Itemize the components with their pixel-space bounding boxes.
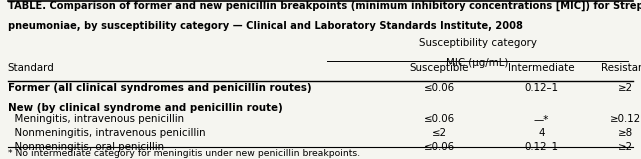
Text: ≤2: ≤2	[431, 128, 447, 138]
Text: TABLE. Comparison of former and new penicillin breakpoints (minimum inhibitory c: TABLE. Comparison of former and new peni…	[8, 1, 641, 11]
Text: 0.12–1: 0.12–1	[524, 142, 559, 152]
Text: New (by clinical syndrome and penicillin route): New (by clinical syndrome and penicillin…	[8, 103, 283, 113]
Text: Susceptibility category: Susceptibility category	[419, 38, 537, 48]
Text: ≤0.06: ≤0.06	[424, 142, 454, 152]
Text: Standard: Standard	[8, 63, 54, 73]
Text: ≤0.06: ≤0.06	[424, 114, 454, 124]
Text: pneumoniae, by susceptibility category — Clinical and Laboratory Standards Insti: pneumoniae, by susceptibility category —…	[8, 21, 522, 31]
Text: Resistant: Resistant	[601, 63, 641, 73]
Text: Nonmeningitis, intravenous penicillin: Nonmeningitis, intravenous penicillin	[8, 128, 205, 138]
Text: Susceptible: Susceptible	[410, 63, 469, 73]
Text: ≥0.12: ≥0.12	[610, 114, 640, 124]
Text: Meningitis, intravenous penicillin: Meningitis, intravenous penicillin	[8, 114, 184, 124]
Text: Former (all clinical syndromes and penicillin routes): Former (all clinical syndromes and penic…	[8, 83, 312, 93]
Text: Intermediate: Intermediate	[508, 63, 575, 73]
Text: 4: 4	[538, 128, 545, 138]
Text: ≥2: ≥2	[617, 83, 633, 93]
Text: Nonmeningitis, oral penicillin: Nonmeningitis, oral penicillin	[8, 142, 164, 152]
Text: ≤0.06: ≤0.06	[424, 83, 454, 93]
Text: ≥8: ≥8	[617, 128, 633, 138]
Text: 0.12–1: 0.12–1	[524, 83, 559, 93]
Text: —*: —*	[534, 114, 549, 124]
Text: MIC (μg/mL): MIC (μg/mL)	[446, 58, 509, 68]
Text: * No intermediate category for meningitis under new penicillin breakpoints.: * No intermediate category for meningiti…	[8, 149, 360, 158]
Text: ≥2: ≥2	[617, 142, 633, 152]
